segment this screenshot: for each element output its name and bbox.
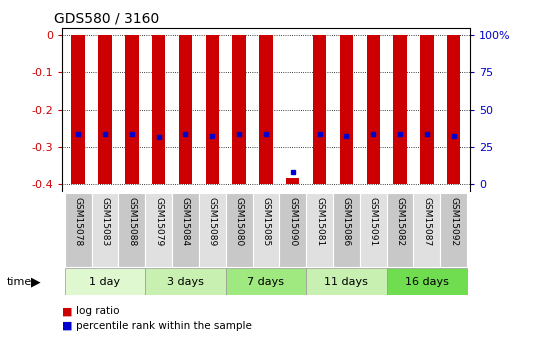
Text: GSM15082: GSM15082 [396, 197, 404, 246]
Text: 11 days: 11 days [325, 277, 368, 286]
Text: GSM15083: GSM15083 [100, 197, 110, 246]
FancyBboxPatch shape [253, 193, 279, 267]
Bar [259, 35, 273, 184]
Text: GSM15088: GSM15088 [127, 197, 136, 246]
Bar [152, 35, 165, 184]
Text: GSM15086: GSM15086 [342, 197, 351, 246]
FancyBboxPatch shape [145, 268, 226, 295]
Text: ▶: ▶ [31, 275, 41, 288]
Bar [393, 35, 407, 184]
Text: ■: ■ [62, 306, 72, 316]
Text: ■: ■ [62, 321, 72, 331]
Text: GSM15089: GSM15089 [208, 197, 217, 246]
Bar [98, 35, 112, 184]
FancyBboxPatch shape [387, 193, 414, 267]
Text: GSM15079: GSM15079 [154, 197, 163, 246]
Text: 3 days: 3 days [167, 277, 204, 286]
FancyBboxPatch shape [414, 193, 440, 267]
Text: GDS580 / 3160: GDS580 / 3160 [54, 11, 159, 25]
Bar [232, 35, 246, 184]
Text: 16 days: 16 days [405, 277, 449, 286]
FancyBboxPatch shape [199, 193, 226, 267]
Text: GSM15092: GSM15092 [449, 197, 458, 246]
Bar [125, 35, 139, 184]
FancyBboxPatch shape [360, 193, 387, 267]
FancyBboxPatch shape [333, 193, 360, 267]
FancyBboxPatch shape [387, 268, 467, 295]
FancyBboxPatch shape [172, 193, 199, 267]
Text: GSM15087: GSM15087 [422, 197, 431, 246]
Bar [420, 35, 434, 184]
Bar [206, 35, 219, 184]
FancyBboxPatch shape [306, 268, 387, 295]
FancyBboxPatch shape [226, 193, 253, 267]
Text: 7 days: 7 days [247, 277, 285, 286]
FancyBboxPatch shape [118, 193, 145, 267]
Bar [313, 35, 326, 184]
Text: time: time [6, 277, 32, 287]
FancyBboxPatch shape [145, 193, 172, 267]
Text: GSM15090: GSM15090 [288, 197, 298, 246]
FancyBboxPatch shape [92, 193, 118, 267]
Text: 1 day: 1 day [90, 277, 120, 286]
Bar [71, 35, 85, 184]
Text: GSM15081: GSM15081 [315, 197, 324, 246]
Text: GSM15078: GSM15078 [73, 197, 83, 246]
Text: GSM15091: GSM15091 [369, 197, 378, 246]
FancyBboxPatch shape [65, 193, 92, 267]
FancyBboxPatch shape [226, 268, 306, 295]
Text: GSM15084: GSM15084 [181, 197, 190, 246]
Bar [340, 35, 353, 184]
Bar [179, 35, 192, 184]
FancyBboxPatch shape [279, 193, 306, 267]
FancyBboxPatch shape [440, 193, 467, 267]
Bar [286, 178, 300, 184]
Bar [367, 35, 380, 184]
Text: log ratio: log ratio [76, 306, 119, 316]
Text: GSM15085: GSM15085 [261, 197, 271, 246]
FancyBboxPatch shape [65, 268, 145, 295]
Text: percentile rank within the sample: percentile rank within the sample [76, 321, 252, 331]
Text: GSM15080: GSM15080 [234, 197, 244, 246]
Bar [447, 35, 461, 184]
FancyBboxPatch shape [306, 193, 333, 267]
